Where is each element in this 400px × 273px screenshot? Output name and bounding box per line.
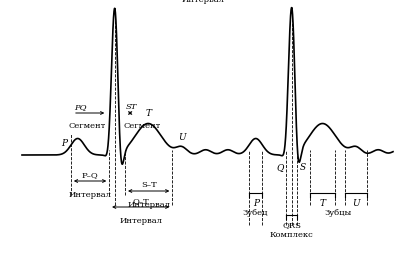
Text: Зубцы: Зубцы <box>325 209 352 217</box>
Text: ST: ST <box>126 103 138 111</box>
Text: P: P <box>61 139 67 148</box>
Text: Комплекс: Комплекс <box>270 231 314 239</box>
Text: S–T: S–T <box>141 181 156 189</box>
Text: P–Q: P–Q <box>82 171 98 179</box>
Text: T: T <box>320 199 326 208</box>
Text: QRS: QRS <box>282 221 301 229</box>
Text: S: S <box>299 163 306 172</box>
Text: T: T <box>145 109 151 118</box>
Text: U: U <box>352 199 360 208</box>
Text: R: R <box>288 0 296 2</box>
Text: P: P <box>253 199 259 208</box>
Text: R: R <box>111 0 118 2</box>
Text: Интервал: Интервал <box>127 201 170 209</box>
Text: Сегмент: Сегмент <box>69 122 106 130</box>
Text: Интервал: Интервал <box>68 191 112 199</box>
Text: Сегмент: Сегмент <box>123 122 160 130</box>
Text: Интервал: Интервал <box>182 0 225 4</box>
Text: U: U <box>178 133 185 143</box>
Text: Зубец: Зубец <box>243 209 268 217</box>
Text: Интервал: Интервал <box>119 217 162 225</box>
Text: Q: Q <box>277 163 284 172</box>
Text: PQ: PQ <box>74 103 86 111</box>
Text: Q–T: Q–T <box>132 197 149 205</box>
